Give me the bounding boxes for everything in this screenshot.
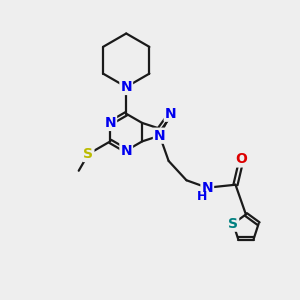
Text: H: H (197, 190, 208, 203)
Text: O: O (236, 152, 247, 167)
Text: N: N (202, 181, 213, 195)
Text: N: N (120, 144, 132, 158)
Text: S: S (228, 217, 238, 231)
Text: N: N (120, 80, 132, 94)
Text: S: S (83, 147, 93, 161)
Text: N: N (154, 129, 166, 143)
Text: N: N (104, 116, 116, 130)
Text: N: N (165, 107, 176, 121)
